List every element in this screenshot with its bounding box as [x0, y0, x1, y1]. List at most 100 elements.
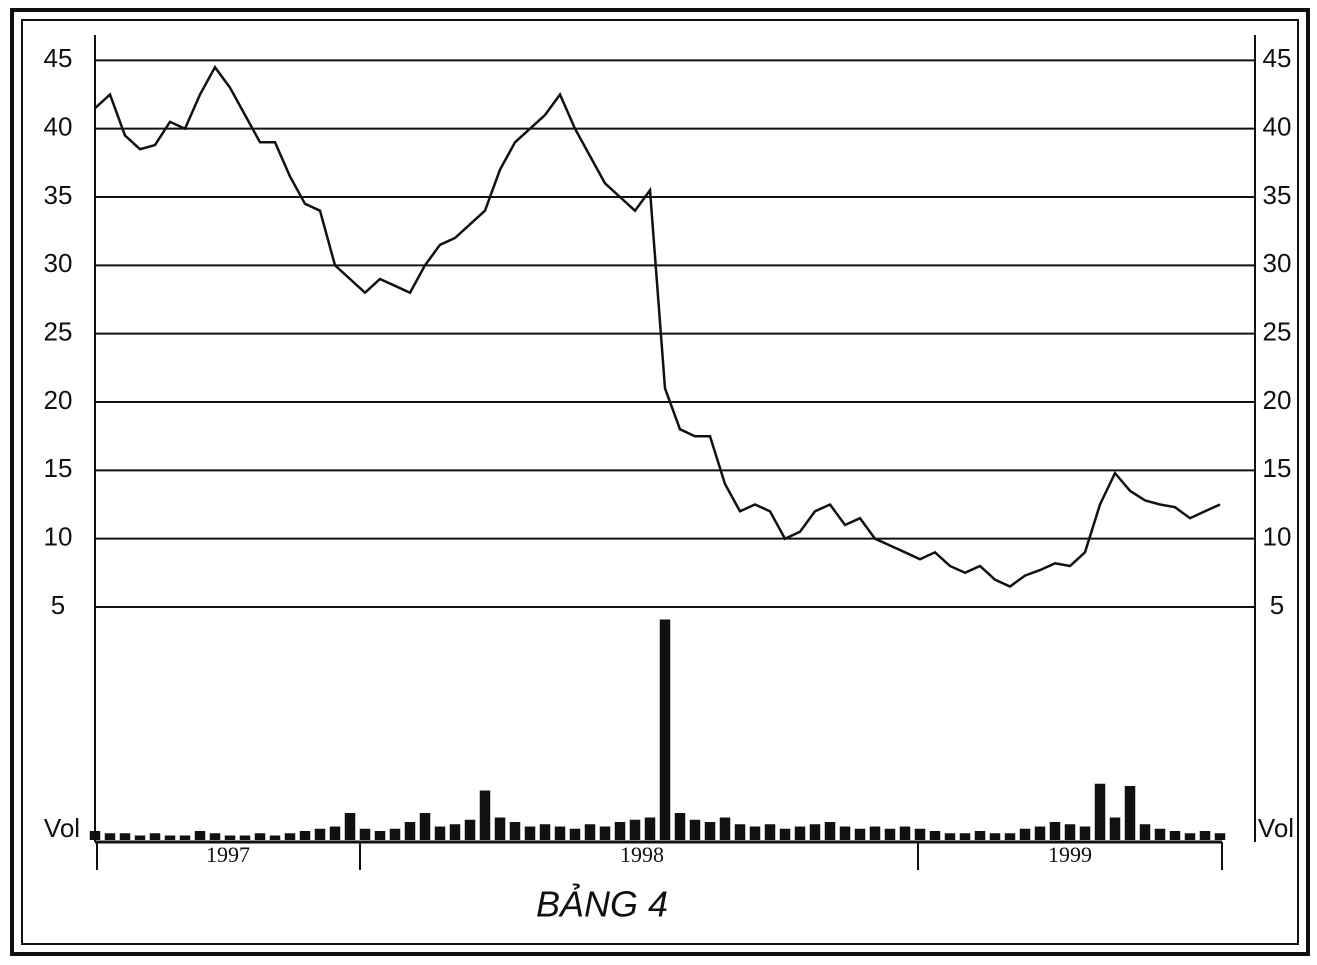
- frame: [10, 8, 1310, 956]
- volume-bar: [314, 828, 326, 840]
- x-tick-label: 1998: [620, 842, 664, 867]
- volume-bar: [359, 828, 371, 840]
- volume-bar: [89, 831, 101, 840]
- y-tick-label: 30: [1263, 248, 1292, 278]
- volume-bar: [1169, 831, 1181, 840]
- volume-bar: [1064, 824, 1076, 840]
- volume-bar: [674, 813, 686, 840]
- volume-bar: [929, 831, 941, 840]
- volume-bar: [104, 833, 116, 840]
- frame-inner: [21, 19, 1299, 945]
- volume-bar: [119, 833, 131, 840]
- volume-label: Vol: [1258, 813, 1294, 843]
- volume-bar: [629, 819, 641, 840]
- volume-bar: [404, 822, 416, 840]
- y-tick-label: 30: [44, 248, 73, 278]
- volume-bar: [989, 833, 1001, 840]
- y-tick-label: 10: [44, 522, 73, 552]
- volume-bar: [449, 824, 461, 840]
- volume-bar: [554, 826, 566, 840]
- volume-bar: [599, 826, 611, 840]
- volume-bar: [824, 822, 836, 840]
- y-tick-label: 40: [44, 112, 73, 142]
- volume-bar: [974, 831, 986, 840]
- volume-bar: [584, 824, 596, 840]
- volume-bar: [179, 835, 191, 840]
- volume-bar: [1139, 824, 1151, 840]
- y-tick-label: 20: [1263, 385, 1292, 415]
- volume-bar: [509, 822, 521, 840]
- volume-bar: [899, 826, 911, 840]
- volume-bar: [134, 835, 146, 840]
- volume-bar: [194, 831, 206, 840]
- volume-bar: [959, 833, 971, 840]
- volume-bar: [869, 826, 881, 840]
- volume-bar: [209, 833, 221, 840]
- volume-bar: [1019, 828, 1031, 840]
- volume-bar: [1124, 786, 1136, 840]
- volume-bar: [374, 831, 386, 840]
- volume-bar: [614, 822, 626, 840]
- volume-bar: [689, 819, 701, 840]
- y-tick-label: 5: [51, 590, 65, 620]
- volume-bar: [539, 824, 551, 840]
- volume-bar: [299, 831, 311, 840]
- volume-bar: [1184, 833, 1196, 840]
- volume-bar: [419, 813, 431, 840]
- volume-bar: [524, 826, 536, 840]
- volume-bar: [764, 824, 776, 840]
- y-tick-label: 35: [1263, 180, 1292, 210]
- volume-bar: [224, 835, 236, 840]
- volume-bar: [1034, 826, 1046, 840]
- caption: BẢNG 4: [536, 883, 668, 925]
- volume-bar: [644, 817, 656, 840]
- volume-label: Vol: [44, 813, 80, 843]
- y-tick-label: 45: [1263, 43, 1292, 73]
- y-tick-label: 25: [1263, 317, 1292, 347]
- volume-bar: [659, 619, 671, 840]
- y-tick-label: 15: [1263, 453, 1292, 483]
- volume-bar: [329, 826, 341, 840]
- volume-bar: [1154, 828, 1166, 840]
- volume-bar: [794, 826, 806, 840]
- y-tick-label: 20: [44, 385, 73, 415]
- volume-bar: [344, 813, 356, 840]
- volume-bar: [269, 835, 281, 840]
- volume-bar: [704, 822, 716, 840]
- volume-bar: [884, 828, 896, 840]
- y-tick-label: 40: [1263, 112, 1292, 142]
- volume-bar: [809, 824, 821, 840]
- volume-bar: [854, 828, 866, 840]
- volume-bar: [434, 826, 446, 840]
- volume-bar: [569, 828, 581, 840]
- volume-bar: [479, 790, 491, 840]
- volume-bar: [389, 828, 401, 840]
- volume-bar: [749, 826, 761, 840]
- volume-bar: [1004, 833, 1016, 840]
- volume-bar: [464, 819, 476, 840]
- y-tick-label: 5: [1270, 590, 1284, 620]
- volume-bar: [1199, 831, 1211, 840]
- y-tick-label: 25: [44, 317, 73, 347]
- x-tick-label: 1997: [206, 842, 250, 867]
- y-tick-label: 10: [1263, 522, 1292, 552]
- volume-bar: [284, 833, 296, 840]
- volume-bar: [494, 817, 506, 840]
- volume-bar: [779, 828, 791, 840]
- x-tick-label: 1999: [1048, 842, 1092, 867]
- y-tick-label: 45: [44, 43, 73, 73]
- volume-bar: [254, 833, 266, 840]
- y-tick-label: 35: [44, 180, 73, 210]
- price-line: [94, 64, 1221, 588]
- volume-bar: [839, 826, 851, 840]
- volume-bar: [719, 817, 731, 840]
- volume-bar: [239, 835, 251, 840]
- volume-bar: [1049, 822, 1061, 840]
- volume-bar: [944, 833, 956, 840]
- volume-bar: [914, 828, 926, 840]
- volume-bar: [1214, 833, 1226, 840]
- volume-bar: [1079, 826, 1091, 840]
- volume-bar: [734, 824, 746, 840]
- volume-bar: [164, 835, 176, 840]
